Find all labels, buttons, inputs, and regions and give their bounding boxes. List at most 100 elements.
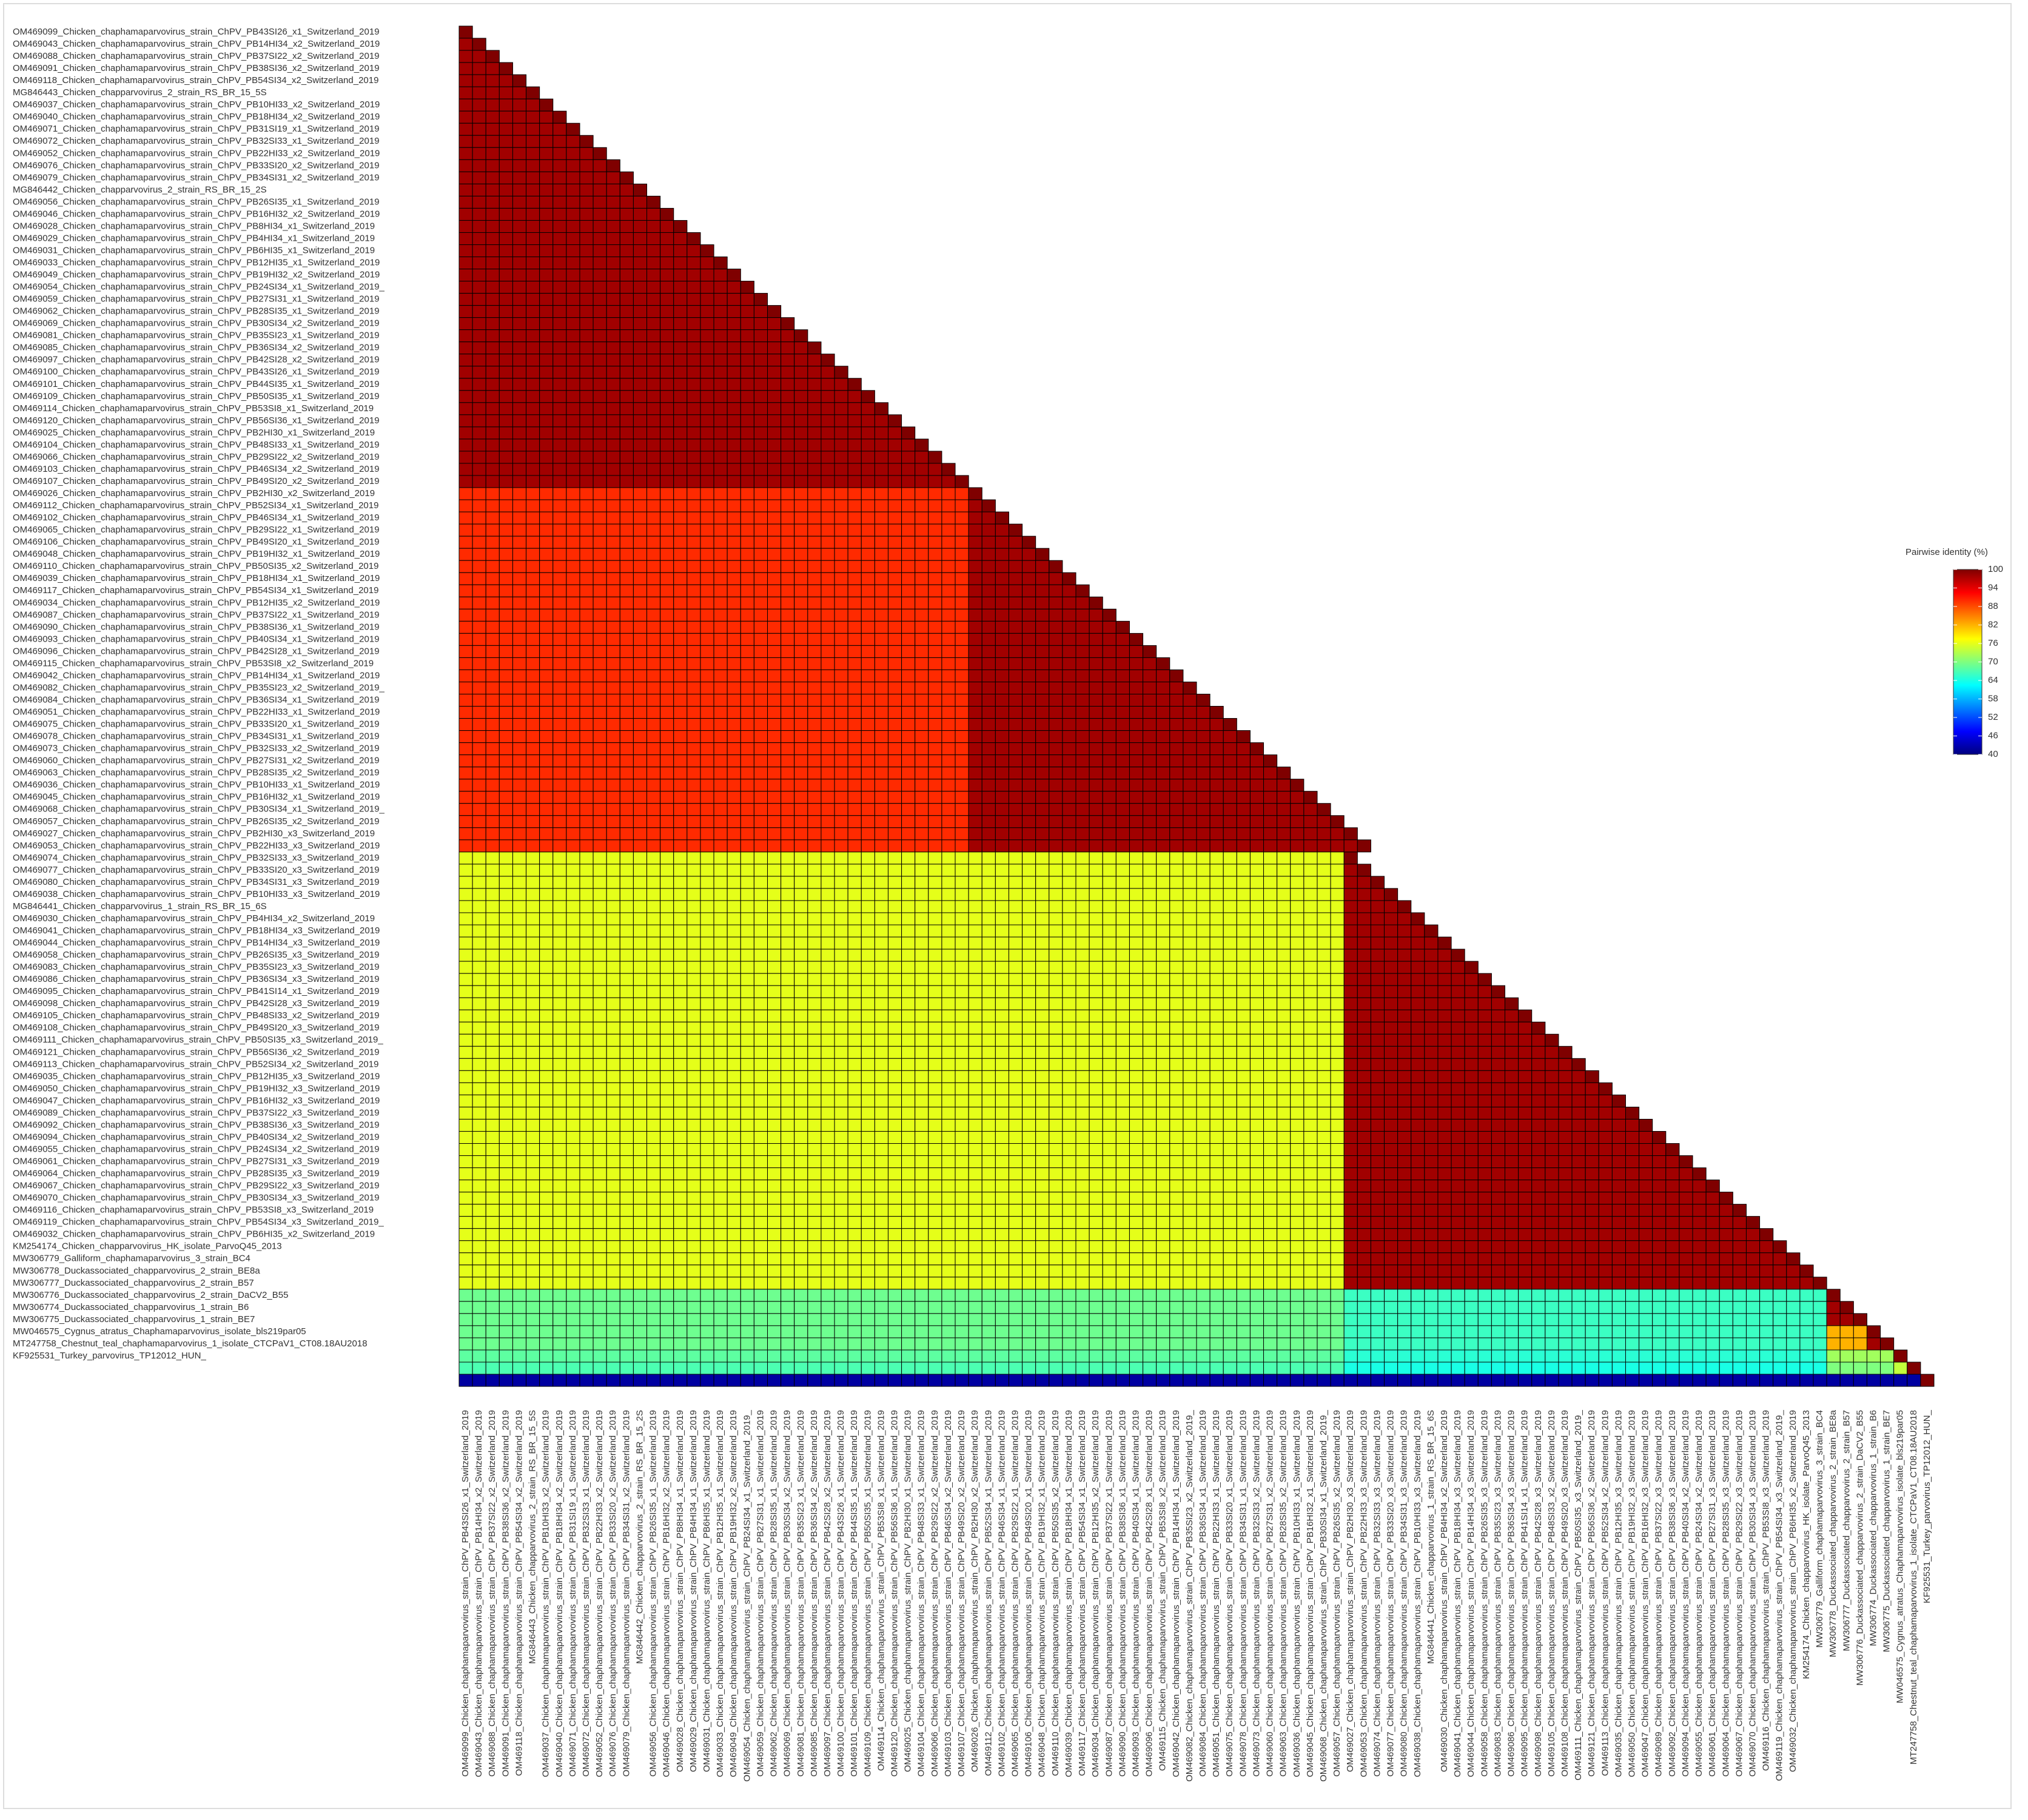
cell [1169,827,1184,841]
cell [1330,1106,1345,1120]
cell [1343,1070,1358,1083]
cell [1049,767,1063,780]
cell [526,572,540,585]
cell [619,1021,634,1035]
cell [874,511,888,525]
cell [995,669,1009,682]
cell [485,900,500,913]
cell [1169,1167,1184,1181]
cell [700,1167,714,1181]
cell [1169,1192,1184,1205]
cell [512,487,527,500]
cell [593,839,607,853]
cell [539,645,554,658]
cell [995,1216,1009,1229]
cell [593,159,607,172]
cell [1598,1106,1613,1120]
cell [874,645,888,658]
cell [566,608,580,622]
cell [781,815,795,828]
cell [700,1180,714,1193]
cell [660,633,674,646]
cell [1209,1070,1224,1083]
cell [566,973,580,986]
cell [1022,633,1036,646]
cell [821,767,835,780]
cell [485,195,500,209]
cell [687,815,701,828]
cell [1505,1033,1519,1047]
cell [619,1118,634,1132]
cell [1075,730,1090,744]
cell [955,1180,969,1193]
cell [1477,1155,1492,1169]
cell [1143,803,1157,816]
cell [1384,1033,1398,1047]
cell [1102,997,1116,1010]
cell [485,62,500,75]
cell [499,694,513,707]
cell [1625,1204,1640,1217]
cell [485,912,500,925]
cell [901,767,916,780]
cell [1209,924,1224,938]
cell [1290,1167,1304,1181]
cell [968,1070,982,1083]
cell [593,803,607,816]
cell [512,608,527,622]
cell [794,815,808,828]
cell [753,779,768,792]
cell [874,414,888,428]
cell [1169,730,1184,744]
cell [1437,1167,1452,1181]
cell [539,973,554,986]
cell [552,232,567,245]
cell [700,378,714,391]
cell [727,523,741,537]
cell [499,548,513,561]
cell [1263,985,1278,998]
cell [1330,1130,1345,1144]
cell [458,523,473,537]
cell [767,378,782,391]
cell [526,207,540,221]
cell [1705,1204,1720,1217]
cell [579,572,594,585]
cell [606,1228,620,1241]
cell [660,669,674,682]
cell [1062,936,1076,950]
cell [1249,949,1264,962]
cell [1571,1192,1586,1205]
cell [1089,936,1103,950]
cell [593,402,607,415]
cell [955,888,969,901]
cell [874,779,888,792]
cell [861,754,875,768]
cell [1115,779,1130,792]
cell [1129,949,1144,962]
cell [1290,1130,1304,1144]
cell [606,475,620,488]
cell [941,1021,956,1035]
cell [753,669,768,682]
cell [485,159,500,172]
cell [727,1046,741,1059]
cell [767,864,782,877]
cell [981,633,996,646]
cell [955,961,969,974]
cell [753,876,768,889]
plot-frame [3,3,2012,1809]
cell [847,633,862,646]
cell [673,669,688,682]
cell [700,742,714,756]
cell [781,1009,795,1022]
cell [981,900,996,913]
cell [539,961,554,974]
cell [673,633,688,646]
cell [1290,864,1304,877]
cell [593,900,607,913]
cell [673,1216,688,1229]
cell [794,803,808,816]
cell [1424,997,1439,1010]
cell [834,1192,848,1205]
